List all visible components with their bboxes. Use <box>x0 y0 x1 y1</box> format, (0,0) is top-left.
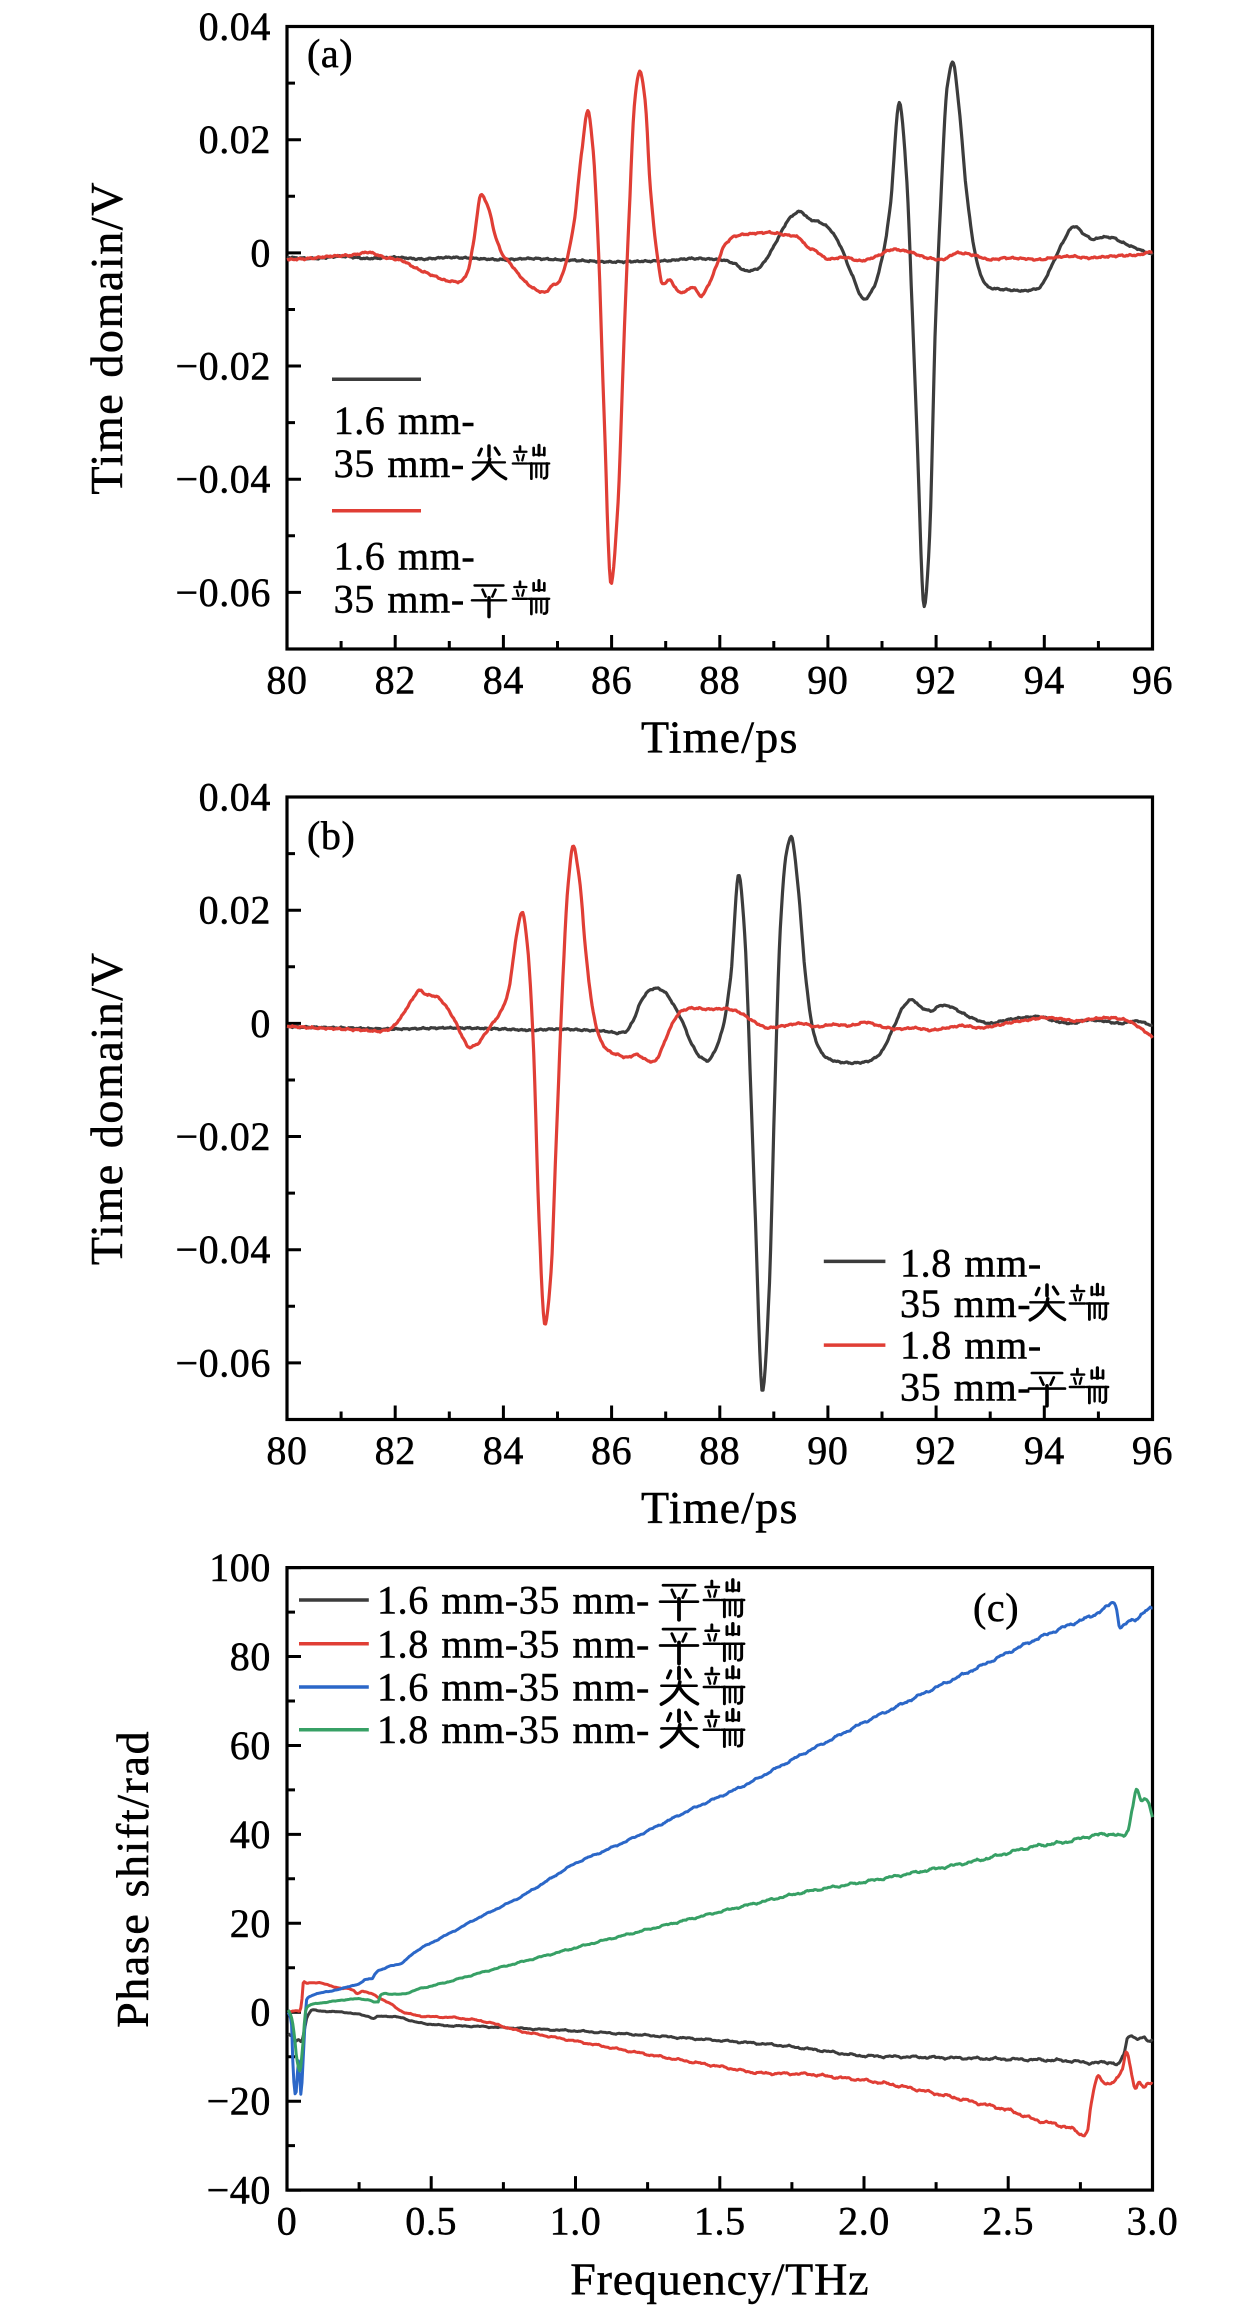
svg-text:84: 84 <box>483 1428 524 1473</box>
svg-text:82: 82 <box>375 658 416 703</box>
svg-text:88: 88 <box>699 1428 740 1473</box>
svg-text:3.0: 3.0 <box>1127 2199 1179 2244</box>
svg-text:−0.04: −0.04 <box>175 1227 271 1272</box>
svg-text:35 mm-: 35 mm- <box>334 576 465 621</box>
svg-text:90: 90 <box>807 1428 848 1473</box>
svg-text:1.8 mm-35 mm-: 1.8 mm-35 mm- <box>377 1621 650 1666</box>
svg-text:Time domain/V: Time domain/V <box>81 181 132 495</box>
svg-text:Time domain/V: Time domain/V <box>81 951 132 1265</box>
svg-text:92: 92 <box>915 1428 956 1473</box>
svg-text:0.5: 0.5 <box>405 2199 457 2244</box>
svg-text:80: 80 <box>266 1428 307 1473</box>
svg-text:Frequency/THz: Frequency/THz <box>570 2254 869 2305</box>
svg-text:0.02: 0.02 <box>199 888 271 933</box>
svg-text:2.0: 2.0 <box>838 2199 890 2244</box>
svg-text:88: 88 <box>699 658 740 703</box>
svg-text:60: 60 <box>230 1723 271 1768</box>
svg-text:1.8 mm-: 1.8 mm- <box>900 1323 1042 1368</box>
svg-text:82: 82 <box>375 1428 416 1473</box>
svg-text:−0.06: −0.06 <box>175 570 271 615</box>
svg-text:0: 0 <box>250 1990 271 2035</box>
svg-text:0.02: 0.02 <box>199 117 271 162</box>
svg-text:35 mm-: 35 mm- <box>900 1365 1031 1410</box>
svg-text:20: 20 <box>230 1901 271 1946</box>
svg-text:(c): (c) <box>973 1585 1019 1630</box>
svg-text:−0.06: −0.06 <box>175 1340 271 1385</box>
svg-text:100: 100 <box>209 1545 271 1590</box>
svg-text:−0.02: −0.02 <box>175 344 271 389</box>
svg-text:40: 40 <box>230 1812 271 1857</box>
svg-text:90: 90 <box>807 658 848 703</box>
svg-text:0: 0 <box>250 1001 271 1046</box>
svg-text:96: 96 <box>1132 1428 1173 1473</box>
svg-text:35 mm-: 35 mm- <box>334 441 465 486</box>
svg-text:94: 94 <box>1024 658 1065 703</box>
svg-text:94: 94 <box>1024 1428 1065 1473</box>
svg-text:92: 92 <box>915 658 956 703</box>
svg-text:−40: −40 <box>207 2168 271 2213</box>
svg-text:2.5: 2.5 <box>982 2199 1034 2244</box>
svg-text:80: 80 <box>230 1634 271 1679</box>
svg-text:0.04: 0.04 <box>199 775 271 820</box>
svg-text:1.6 mm-35 mm-: 1.6 mm-35 mm- <box>377 1578 650 1623</box>
svg-text:1.5: 1.5 <box>694 2199 746 2244</box>
svg-text:80: 80 <box>266 658 307 703</box>
svg-text:35 mm-: 35 mm- <box>900 1281 1031 1326</box>
svg-text:1.6 mm-35 mm-: 1.6 mm-35 mm- <box>377 1665 650 1710</box>
svg-text:1.8 mm-: 1.8 mm- <box>900 1240 1042 1285</box>
svg-text:0: 0 <box>277 2199 298 2244</box>
svg-text:−0.04: −0.04 <box>175 457 271 502</box>
svg-text:86: 86 <box>591 658 632 703</box>
svg-text:86: 86 <box>591 1428 632 1473</box>
svg-text:Phase shift/rad: Phase shift/rad <box>107 1730 158 2028</box>
svg-text:Time/ps: Time/ps <box>641 1482 799 1533</box>
svg-text:1.8 mm-35 mm-: 1.8 mm-35 mm- <box>377 1707 650 1752</box>
svg-text:96: 96 <box>1132 658 1173 703</box>
svg-text:1.6 mm-: 1.6 mm- <box>334 533 476 578</box>
svg-text:(b): (b) <box>307 813 355 858</box>
svg-text:−20: −20 <box>207 2079 271 2124</box>
svg-text:−0.02: −0.02 <box>175 1114 271 1159</box>
svg-text:84: 84 <box>483 658 524 703</box>
svg-text:0: 0 <box>250 230 271 275</box>
svg-text:1.6 mm-: 1.6 mm- <box>334 398 476 443</box>
svg-text:Time/ps: Time/ps <box>641 712 799 763</box>
svg-text:(a): (a) <box>307 31 353 76</box>
svg-text:0.04: 0.04 <box>199 4 271 49</box>
svg-text:1.0: 1.0 <box>550 2199 602 2244</box>
